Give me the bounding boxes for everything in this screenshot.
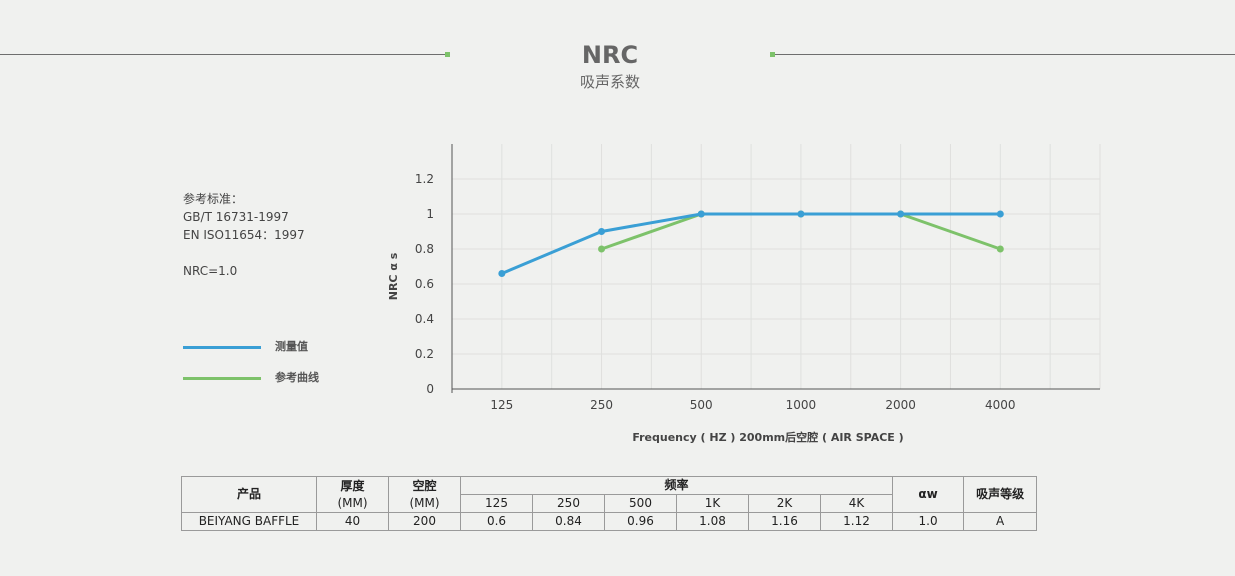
y-axis-label: NRC α s — [387, 252, 400, 300]
freq-header-125: 125 — [460, 494, 533, 513]
series-line-measured — [501, 212, 1001, 275]
data-point-measured — [797, 210, 805, 218]
legend-swatch-reference — [183, 377, 261, 380]
legend-swatch-measured — [183, 346, 261, 349]
data-point-measured — [697, 210, 705, 218]
y-tick-label: 0.4 — [415, 312, 434, 326]
legend-label-reference: 参考曲线 — [275, 371, 319, 384]
page-title: NRC — [581, 41, 639, 69]
divider-right — [772, 54, 1235, 55]
cell-thickness: 40 — [316, 512, 389, 531]
freq-header-2k: 2K — [748, 494, 821, 513]
divider-left — [0, 54, 447, 55]
freq-header-250: 250 — [532, 494, 605, 513]
col-header-grade: 吸声等级 — [963, 476, 1038, 513]
col-header-aw: αw — [892, 476, 965, 513]
cell-4k: 1.12 — [819, 512, 894, 531]
x-tick-label: 500 — [690, 398, 713, 412]
col-header-product: 产品 — [181, 476, 317, 513]
cell-aw: 1.0 — [892, 512, 965, 531]
cell-product: BEIYANG BAFFLE — [181, 512, 317, 531]
col-header-cavity: 空腔 (MM) — [388, 476, 461, 513]
y-tick-label: 0.2 — [415, 347, 434, 361]
divider-right-marker — [770, 52, 775, 57]
standards-info: 参考标准： GB/T 16731-1997 EN ISO11654：1997 N… — [183, 190, 305, 280]
x-tick-label: 2000 — [885, 398, 916, 412]
standard-gb: GB/T 16731-1997 — [183, 210, 289, 224]
y-tick-label: 0.6 — [415, 277, 434, 291]
table-header-row: 产品 厚度 (MM) 空腔 (MM) 频率 αw 吸声等级 — [181, 476, 1038, 513]
cell-250: 0.84 — [532, 512, 605, 531]
standard-label: 参考标准： — [183, 192, 244, 206]
standard-en: EN ISO11654：1997 — [183, 228, 305, 242]
data-point-measured — [498, 270, 506, 277]
x-tick-label: 250 — [590, 398, 613, 412]
cell-125: 0.6 — [460, 512, 533, 531]
y-tick-label: 0.8 — [415, 242, 434, 256]
y-tick-label: 0 — [426, 382, 434, 396]
nrc-value: NRC=1.0 — [183, 264, 238, 278]
col-header-frequency: 频率 — [459, 476, 894, 495]
divider-left-marker — [445, 52, 450, 57]
x-axis-label: Frequency ( HZ ) 200mm后空腔 ( AIR SPACE ) — [632, 430, 903, 444]
x-tick-label: 125 — [490, 398, 513, 412]
nrc-line-chart: 0 0.2 0.4 0.6 0.8 1 1.2 125 250 500 1000 2000 4000 NR… — [387, 144, 1101, 444]
y-tick-label: 1 — [426, 207, 434, 221]
cell-500: 0.96 — [604, 512, 677, 531]
cell-grade: A — [963, 512, 1038, 531]
data-point-measured — [897, 210, 905, 218]
data-point-measured — [996, 210, 1004, 218]
freq-header-1k: 1K — [676, 494, 749, 513]
cell-cavity: 200 — [388, 512, 461, 531]
legend-label-measured: 测量值 — [275, 340, 308, 353]
data-point-measured — [598, 228, 606, 235]
col-header-thickness: 厚度 (MM) — [316, 476, 389, 513]
table-freq-row: 125 250 500 1K 2K 4K — [182, 494, 1037, 513]
x-tick-label: 4000 — [985, 398, 1016, 412]
data-point-reference — [598, 245, 606, 253]
freq-header-4k: 4K — [819, 494, 894, 513]
y-tick-label: 1.2 — [415, 172, 434, 186]
cell-1k: 1.08 — [676, 512, 749, 531]
freq-header-500: 500 — [604, 494, 677, 513]
cell-2k: 1.16 — [748, 512, 821, 531]
spec-table: 产品 厚度 (MM) 空腔 (MM) 频率 αw 吸声等级 125 250 500 … — [181, 476, 1038, 531]
x-tick-label: 1000 — [786, 398, 817, 412]
table-row: BEIYANG BAFFLE 40 200 0.6 0.84 0.96 1.08… — [181, 512, 1038, 531]
data-point-reference — [996, 245, 1004, 253]
page-subtitle: 吸声系数 — [579, 73, 640, 91]
